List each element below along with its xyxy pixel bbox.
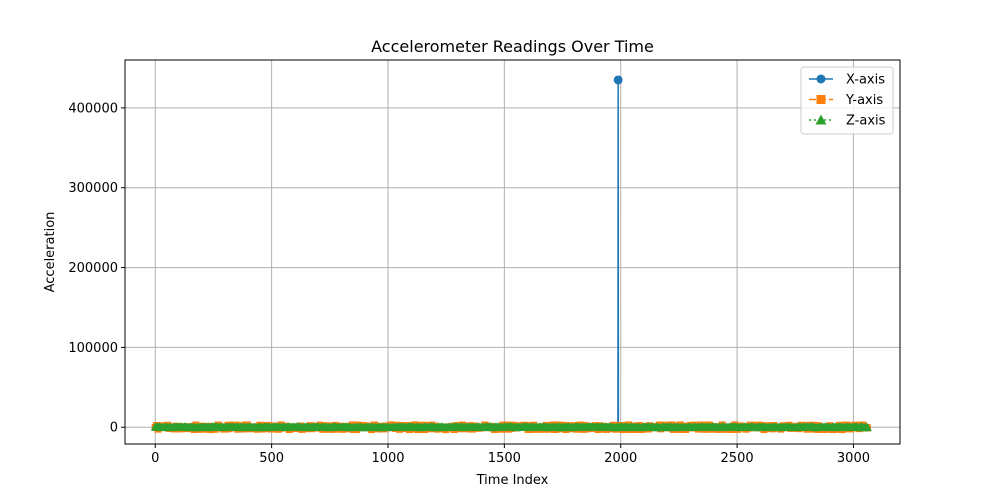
legend: X-axis Y-axis Z-axis (800, 66, 894, 135)
spike-point (613, 75, 623, 85)
plot-frame (124, 59, 901, 445)
y-axis-ticks: 0 100000 200000 300000 400000 (68, 101, 125, 436)
x-tick-label: 2000 (604, 451, 637, 466)
y-tick-label: 400000 (68, 101, 118, 116)
legend-label: Z-axis (846, 114, 886, 129)
legend-items: X-axis Y-axis Z-axis (809, 73, 886, 129)
legend-marker (816, 74, 826, 84)
x-axis-ticks: 0 500 1000 1500 2000 2500 3000 (151, 444, 870, 466)
chart-title: Accelerometer Readings Over Time (371, 37, 654, 56)
y-tick-label: 200000 (68, 261, 118, 276)
series-z-axis (150, 422, 872, 432)
series-layer (150, 75, 872, 434)
legend-marker (815, 114, 827, 125)
y-axis-label: Acceleration (43, 212, 58, 293)
x-tick-label: 1500 (488, 451, 521, 466)
x-tick-label: 0 (151, 451, 159, 466)
legend-label: X-axis (846, 73, 885, 88)
y-tick-label: 300000 (68, 181, 118, 196)
y-tick-label: 0 (110, 421, 118, 436)
x-axis-label: Time Index (476, 473, 549, 488)
x-tick-label: 3000 (837, 451, 870, 466)
legend-item-y-axis: Y-axis (809, 93, 883, 108)
x-tick-label: 500 (259, 451, 284, 466)
legend-item-x-axis: X-axis (809, 73, 885, 88)
legend-label: Y-axis (845, 93, 883, 108)
legend-marker (816, 95, 826, 104)
y-tick-label: 100000 (68, 341, 118, 356)
data-point (862, 423, 872, 432)
x-tick-label: 1000 (371, 451, 404, 466)
legend-item-z-axis: Z-axis (809, 114, 886, 129)
x-tick-label: 2500 (721, 451, 754, 466)
legend-box (800, 66, 894, 135)
